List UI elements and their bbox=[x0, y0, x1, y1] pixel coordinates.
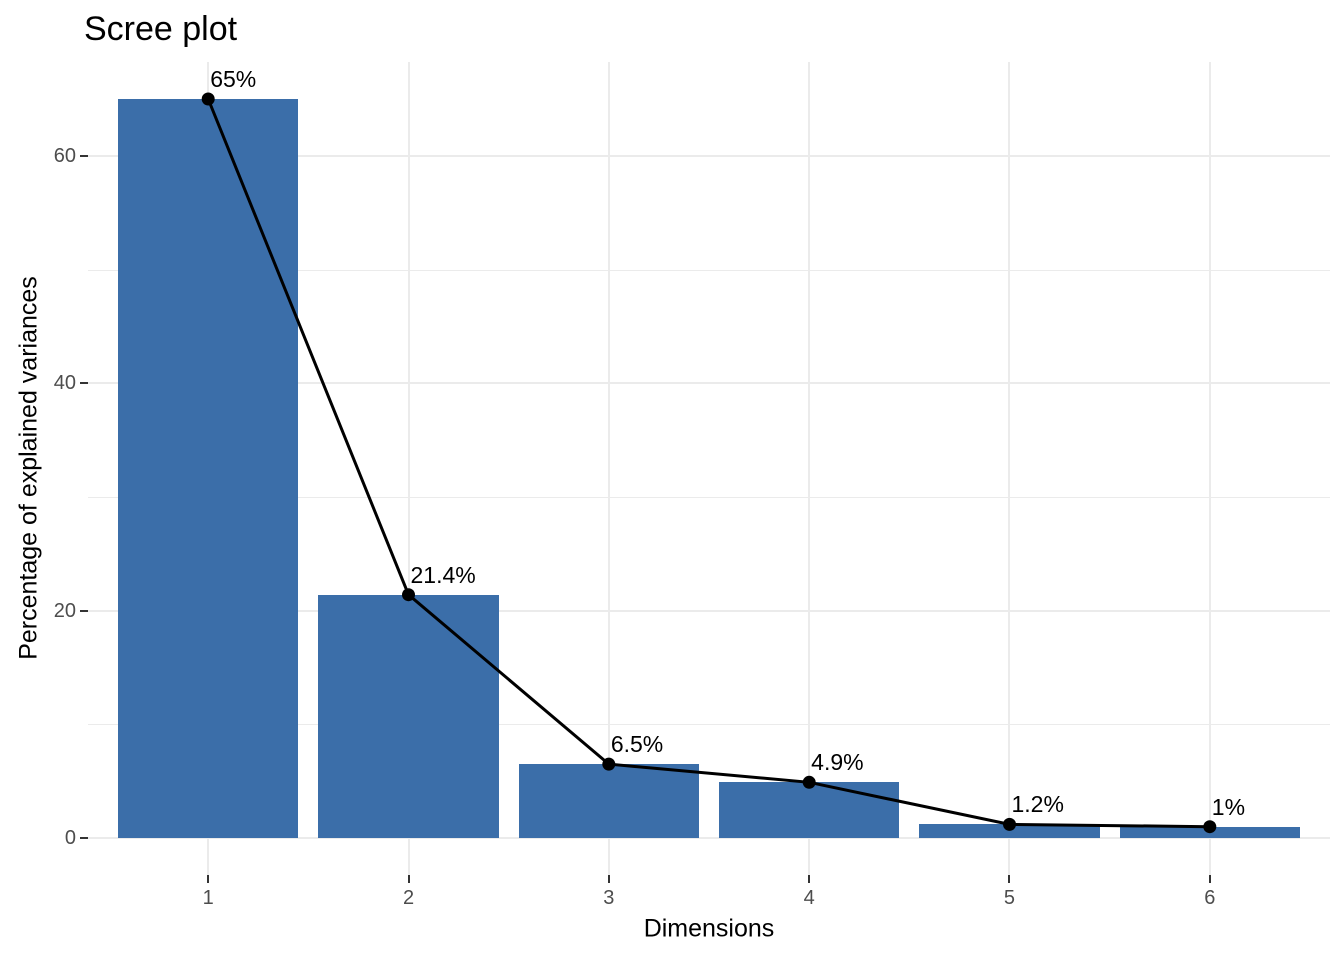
point-label-dim-5: 1.2% bbox=[1011, 791, 1064, 818]
y-tick-label-40: 40 bbox=[53, 372, 76, 395]
y-tick-20 bbox=[80, 609, 88, 612]
y-tick-label-0: 0 bbox=[64, 827, 76, 850]
x-tick-label-2: 2 bbox=[402, 887, 415, 909]
plot-panel: 65% 21.4% 6.5% 4.9% 1.2% 1% bbox=[88, 62, 1330, 875]
gridline-major-x5 bbox=[1008, 62, 1011, 875]
x-axis-title: Dimensions bbox=[643, 914, 775, 943]
x-tick-label-1: 1 bbox=[202, 887, 214, 909]
bar-dim-2 bbox=[318, 594, 499, 839]
gridline-major-x6 bbox=[1208, 62, 1211, 875]
x-tick-label-3: 3 bbox=[603, 887, 615, 909]
x-tick-label-6: 6 bbox=[1204, 887, 1216, 909]
bar-dim-5 bbox=[919, 824, 1100, 839]
x-tick-5 bbox=[1008, 875, 1011, 883]
x-tick-2 bbox=[407, 875, 410, 883]
x-tick-4 bbox=[808, 875, 811, 883]
gridline-major-x3 bbox=[607, 62, 610, 875]
x-tick-3 bbox=[607, 875, 610, 883]
gridline-major-y0 bbox=[88, 837, 1330, 840]
point-label-dim-3: 6.5% bbox=[610, 731, 664, 758]
x-tick-6 bbox=[1208, 875, 1211, 883]
y-tick-label-60: 60 bbox=[53, 144, 76, 167]
bar-dim-3 bbox=[518, 764, 699, 839]
point-label-dim-2: 21.4% bbox=[410, 561, 476, 588]
gridline-major-x4 bbox=[808, 62, 811, 875]
x-tick-label-5: 5 bbox=[1003, 887, 1016, 909]
point-label-dim-4: 4.9% bbox=[811, 749, 864, 776]
bar-dim-1 bbox=[118, 98, 299, 839]
bar-dim-6 bbox=[1119, 826, 1300, 839]
point-label-dim-6: 1% bbox=[1211, 793, 1246, 820]
y-tick-0 bbox=[80, 837, 88, 840]
y-tick-60 bbox=[80, 154, 88, 157]
point-label-dim-1: 65% bbox=[210, 65, 257, 92]
plot-title: Scree plot bbox=[84, 10, 238, 48]
x-tick-1 bbox=[207, 875, 210, 883]
x-tick-label-4: 4 bbox=[803, 887, 815, 909]
bar-dim-4 bbox=[719, 782, 900, 839]
y-tick-label-20: 20 bbox=[53, 599, 76, 622]
y-tick-40 bbox=[80, 382, 88, 385]
